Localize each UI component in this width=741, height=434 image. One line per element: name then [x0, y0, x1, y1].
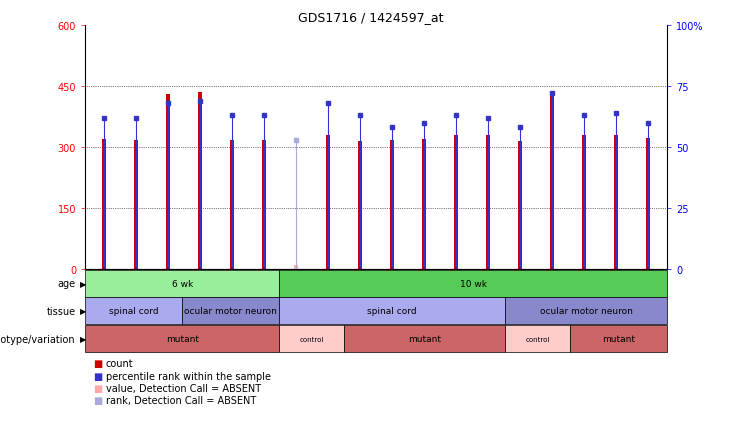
Text: control: control [299, 336, 324, 342]
Bar [344, 326, 505, 352]
Bar [199, 93, 202, 269]
Bar [326, 135, 330, 269]
Bar [505, 298, 667, 325]
Bar [582, 135, 585, 269]
Text: ▶: ▶ [80, 307, 87, 316]
Text: mutant: mutant [166, 335, 199, 343]
Bar [570, 326, 667, 352]
Bar [422, 139, 426, 269]
Text: spinal cord: spinal cord [368, 307, 417, 316]
Text: mutant: mutant [408, 335, 441, 343]
Text: ■: ■ [93, 358, 102, 368]
Bar [279, 270, 667, 297]
Text: spinal cord: spinal cord [109, 307, 159, 316]
Text: ocular motor neuron: ocular motor neuron [539, 307, 633, 316]
Bar [230, 140, 234, 269]
Bar [486, 135, 490, 269]
Bar [505, 326, 570, 352]
Bar [294, 265, 298, 269]
Text: 10 wk: 10 wk [459, 279, 487, 288]
Text: ocular motor neuron: ocular motor neuron [185, 307, 277, 316]
Text: ▶: ▶ [80, 279, 87, 288]
Bar [614, 135, 618, 269]
Text: ■: ■ [93, 395, 102, 405]
Bar [279, 326, 344, 352]
Bar [85, 270, 279, 297]
Text: GDS1716 / 1424597_at: GDS1716 / 1424597_at [298, 11, 443, 24]
Text: genotype/variation: genotype/variation [0, 334, 76, 344]
Text: tissue: tissue [47, 306, 76, 316]
Bar [454, 135, 458, 269]
Text: rank, Detection Call = ABSENT: rank, Detection Call = ABSENT [106, 395, 256, 405]
Bar [518, 141, 522, 269]
Bar [646, 138, 650, 269]
Bar [550, 93, 554, 269]
Text: count: count [106, 358, 133, 368]
Bar [358, 141, 362, 269]
Text: 6 wk: 6 wk [171, 279, 193, 288]
Bar [279, 298, 505, 325]
Text: value, Detection Call = ABSENT: value, Detection Call = ABSENT [106, 383, 261, 393]
Bar [102, 139, 106, 269]
Bar [167, 95, 170, 269]
Bar [390, 140, 394, 269]
Bar [262, 140, 266, 269]
Bar [134, 140, 139, 269]
Text: percentile rank within the sample: percentile rank within the sample [106, 371, 271, 381]
Text: ■: ■ [93, 383, 102, 393]
Bar [182, 298, 279, 325]
Text: ▶: ▶ [80, 335, 87, 343]
Text: age: age [58, 279, 76, 288]
Bar [85, 326, 279, 352]
Text: ■: ■ [93, 371, 102, 381]
Text: control: control [525, 336, 550, 342]
Text: mutant: mutant [602, 335, 635, 343]
Bar [85, 298, 182, 325]
